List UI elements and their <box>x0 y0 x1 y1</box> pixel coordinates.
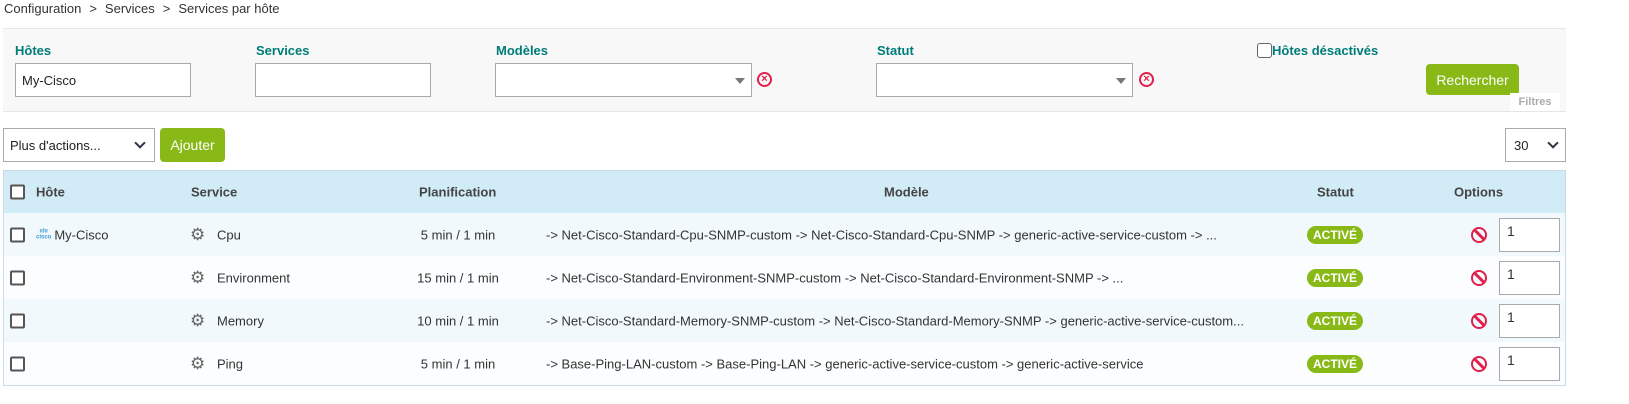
filters-panel: Hôtes My-Cisco Services Modèles × Statut… <box>3 28 1566 112</box>
status-badge: ACTIVÉ <box>1307 311 1364 330</box>
duplicate-count-input[interactable]: 1 <box>1499 217 1560 252</box>
duplicate-count-input[interactable]: 1 <box>1499 260 1560 295</box>
filters-tab[interactable]: Filtres <box>1510 93 1560 111</box>
hosts-input[interactable]: My-Cisco <box>15 63 191 97</box>
add-button[interactable]: Ajouter <box>160 128 225 162</box>
disabled-hosts-label: Hôtes désactivés <box>1272 43 1379 58</box>
breadcrumb-item[interactable]: Configuration <box>4 1 82 16</box>
dropdown-arrow-icon <box>1116 78 1126 84</box>
table-row: ⚙ Ping 5 min / 1 min -> Base-Ping-LAN-cu… <box>4 342 1565 385</box>
gear-icon: ⚙ <box>190 224 206 244</box>
schedule: 5 min / 1 min <box>420 356 496 371</box>
status-label: Statut <box>877 43 914 58</box>
chevron-down-icon <box>134 137 146 149</box>
clear-status-icon[interactable]: × <box>1139 72 1154 87</box>
table-row: ⚙ Memory 10 min / 1 min -> Net-Cisco-Sta… <box>4 299 1565 342</box>
header-template: Modèle <box>884 184 929 200</box>
per-page-value: 30 <box>1514 137 1529 153</box>
table-header: Hôte Service Planification Modèle Statut… <box>4 171 1565 213</box>
status-badge: ACTIVÉ <box>1307 354 1364 373</box>
template-chain: -> Net-Cisco-Standard-Memory-SNMP-custom… <box>546 313 1244 328</box>
templates-select[interactable] <box>495 63 752 97</box>
more-actions-value: Plus d'actions... <box>10 137 101 153</box>
template-chain: -> Net-Cisco-Standard-Environment-SNMP-c… <box>546 270 1124 285</box>
per-page-select[interactable]: 30 <box>1505 128 1566 162</box>
disabled-hosts-checkbox[interactable] <box>1257 43 1272 58</box>
disable-icon[interactable] <box>1471 269 1487 286</box>
header-status: Statut <box>1317 184 1354 200</box>
gear-icon: ⚙ <box>190 310 206 330</box>
template-chain: -> Base-Ping-LAN-custom -> Base-Ping-LAN… <box>546 356 1144 371</box>
status-select[interactable] <box>876 63 1133 97</box>
duplicate-count-input[interactable]: 1 <box>1499 303 1560 338</box>
disable-icon[interactable] <box>1471 226 1487 243</box>
row-checkbox[interactable] <box>10 313 25 328</box>
disable-icon[interactable] <box>1471 312 1487 329</box>
status-badge: ACTIVÉ <box>1307 225 1364 244</box>
service-link[interactable]: Ping <box>217 356 244 371</box>
gear-icon: ⚙ <box>190 353 206 373</box>
breadcrumb-item[interactable]: Services <box>104 1 155 16</box>
schedule: 15 min / 1 min <box>417 270 499 285</box>
breadcrumb: Configuration > Services > Services par hôte <box>4 1 280 16</box>
header-options: Options <box>1454 184 1504 200</box>
table-row: ⚙ Environment 15 min / 1 min -> Net-Cisc… <box>4 256 1565 299</box>
service-link[interactable]: Environment <box>217 270 290 285</box>
services-input[interactable] <box>255 63 431 97</box>
services-table: Hôte Service Planification Modèle Statut… <box>3 170 1566 386</box>
schedule: 5 min / 1 min <box>420 227 496 242</box>
clear-templates-icon[interactable]: × <box>757 72 772 87</box>
duplicate-count-input[interactable]: 1 <box>1499 346 1560 381</box>
header-schedule: Planification <box>419 184 497 200</box>
service-link[interactable]: Cpu <box>217 227 241 242</box>
disable-icon[interactable] <box>1471 355 1487 372</box>
header-service[interactable]: Service <box>191 184 238 200</box>
host-cell: ıılıı cisco My-Cisco <box>36 227 109 242</box>
hosts-label: Hôtes <box>15 43 52 58</box>
services-label: Services <box>256 43 310 58</box>
row-checkbox[interactable] <box>10 227 25 242</box>
status-badge: ACTIVÉ <box>1307 268 1364 287</box>
more-actions-select[interactable]: Plus d'actions... <box>3 128 155 162</box>
row-checkbox[interactable] <box>10 356 25 371</box>
table-row: ıılıı cisco My-Cisco ⚙ Cpu 5 min / 1 min … <box>4 213 1565 256</box>
template-chain: -> Net-Cisco-Standard-Cpu-SNMP-custom ->… <box>546 227 1217 242</box>
search-button[interactable]: Rechercher <box>1426 64 1519 95</box>
dropdown-arrow-icon <box>735 78 745 84</box>
templates-label: Modèles <box>496 43 549 58</box>
service-link[interactable]: Memory <box>217 313 264 328</box>
row-checkbox[interactable] <box>10 270 25 285</box>
chevron-down-icon <box>1547 137 1559 149</box>
gear-icon: ⚙ <box>190 267 206 287</box>
select-all-checkbox[interactable] <box>10 184 25 200</box>
cisco-logo-icon: ıılıı cisco <box>36 228 52 241</box>
schedule: 10 min / 1 min <box>417 313 499 328</box>
header-host[interactable]: Hôte <box>36 184 65 200</box>
breadcrumb-item: Services par hôte <box>178 1 280 16</box>
host-link[interactable]: My-Cisco <box>54 227 109 242</box>
